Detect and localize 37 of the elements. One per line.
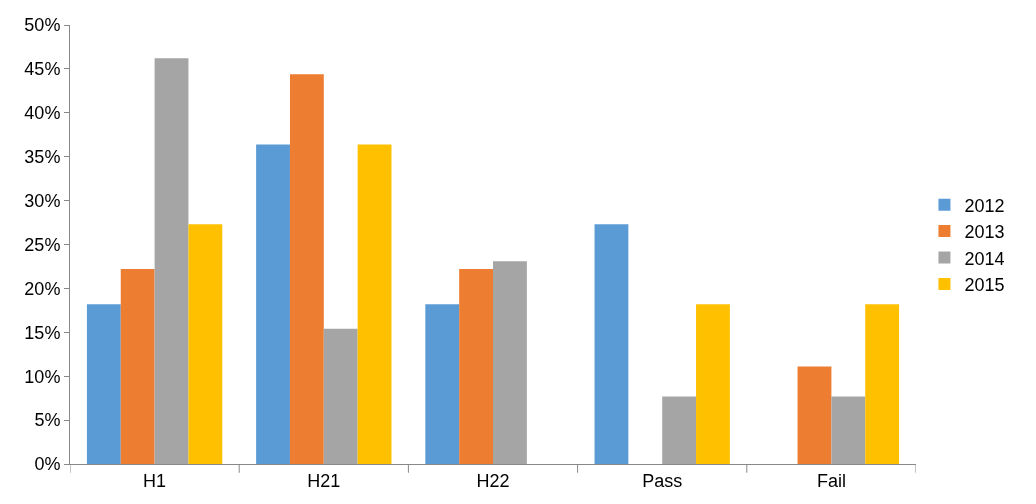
bar [594,224,629,464]
x-tick-label: H1 [143,470,167,491]
bar [459,269,493,464]
legend-label: 2013 [964,222,1005,243]
bar [865,304,900,464]
bar [662,396,697,464]
x-tick-label: Pass [642,470,683,491]
y-tick-label: 10% [24,366,61,387]
x-tick-label: H21 [307,470,341,491]
legend-label: 2015 [964,274,1005,295]
legend-label: 2014 [964,248,1005,269]
x-tick-label: H22 [476,470,510,491]
bar [493,261,527,464]
y-tick-label: 20% [24,278,61,299]
bar [188,224,223,464]
bar [256,144,290,464]
bar [357,144,392,464]
x-tick-label: Fail [816,470,846,491]
y-tick-label: 25% [24,234,61,255]
bar [289,74,324,464]
y-tick-label: 40% [24,103,61,124]
y-tick-label: 35% [24,147,61,167]
y-tick-label: 30% [24,190,61,211]
y-tick-label: 5% [34,410,61,431]
bar [120,269,155,464]
bar [797,366,832,464]
y-tick-label: 50% [24,15,61,36]
bar [323,328,358,464]
bar [154,58,189,464]
legend-label: 2012 [964,195,1005,216]
bar [86,304,121,464]
bar [425,304,460,464]
y-tick-label: 15% [24,322,61,343]
y-tick-label: 45% [24,59,61,80]
bar [696,304,730,464]
bar [831,396,866,464]
y-tick-label: 0% [34,454,61,475]
